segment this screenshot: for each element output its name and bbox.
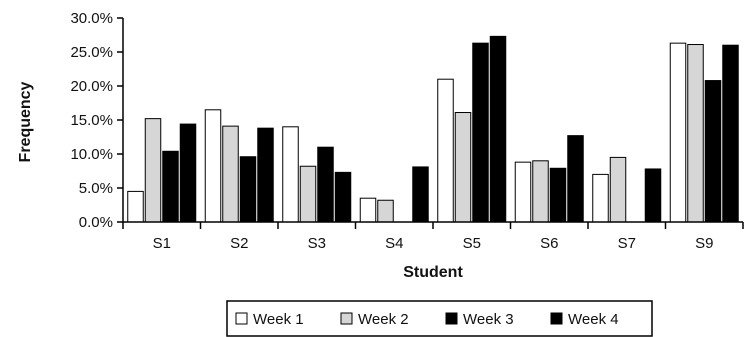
bar-s1-week-1 xyxy=(127,190,144,223)
bar-s3-week-2 xyxy=(299,165,317,223)
legend-label-week-2: Week 2 xyxy=(358,311,409,328)
bar-s3-week-3 xyxy=(317,146,334,223)
x-axis-title: Student xyxy=(403,264,463,281)
legend-swatch-week-2 xyxy=(340,312,353,325)
y-tick-label: 20.0% xyxy=(70,78,113,95)
y-tick-label: 0.0% xyxy=(79,214,113,231)
bar-s3-week-4 xyxy=(334,171,352,223)
y-tick-label: 10.0% xyxy=(70,146,113,163)
legend-label-week-1: Week 1 xyxy=(253,311,304,328)
bar-s9-week-4 xyxy=(722,44,739,223)
legend-box xyxy=(226,300,653,337)
bar-s1-week-2 xyxy=(144,118,162,223)
legend-swatch-week-1 xyxy=(235,312,248,325)
x-tick-label: S6 xyxy=(540,235,558,252)
y-axis-ticks: 0.0% 5.0% 10.0% 15.0% 20.0% 25.0% 30.0% xyxy=(70,10,123,231)
legend-swatch-week-4 xyxy=(550,312,563,325)
x-tick-label: S1 xyxy=(153,235,171,252)
bar-s3-week-1 xyxy=(282,126,299,223)
bar-s9-week-2 xyxy=(687,44,704,223)
legend-swatch-week-3 xyxy=(445,312,458,325)
bar-s2-week-4 xyxy=(257,127,274,223)
bar-s2-week-3 xyxy=(239,156,257,223)
bar-s9-week-1 xyxy=(669,42,687,223)
x-tick-label: S4 xyxy=(385,235,403,252)
x-tick-label: S2 xyxy=(230,235,248,252)
legend-label-week-4: Week 4 xyxy=(568,311,619,328)
x-tick-label: S5 xyxy=(463,235,481,252)
x-tick-label: S9 xyxy=(695,235,713,252)
y-tick-label: 25.0% xyxy=(70,44,113,61)
bar-s6-week-1 xyxy=(514,161,532,223)
bar-s6-week-4 xyxy=(567,135,584,223)
bar-s5-week-2 xyxy=(454,112,472,223)
bar-s7-week-2 xyxy=(609,156,627,223)
bar-s7-week-1 xyxy=(592,173,609,223)
bar-s5-week-3 xyxy=(472,42,489,223)
bar-s2-week-2 xyxy=(222,125,239,223)
y-tick-label: 5.0% xyxy=(79,180,113,197)
bar-s5-week-1 xyxy=(437,78,454,223)
bar-s4-week-4 xyxy=(412,166,429,223)
bar-s5-week-4 xyxy=(489,35,507,223)
legend: Week 1 Week 2 Week 3 Week 4 xyxy=(226,300,653,337)
x-tick-label: S3 xyxy=(308,235,326,252)
bar-s7-week-4 xyxy=(644,168,662,223)
bar-s9-week-3 xyxy=(704,80,722,223)
bar-s1-week-4 xyxy=(179,123,197,223)
bar-s6-week-3 xyxy=(549,167,567,223)
axes xyxy=(122,18,744,229)
y-tick-label: 30.0% xyxy=(70,10,113,27)
legend-label-week-3: Week 3 xyxy=(463,311,514,328)
bar-s6-week-2 xyxy=(532,160,549,223)
bar-s2-week-1 xyxy=(204,109,222,223)
x-axis-labels: S1 S2 S3 S4 S5 S6 S7 S9 xyxy=(153,235,714,252)
x-tick-label: S7 xyxy=(618,235,636,252)
bar-s1-week-3 xyxy=(162,150,179,223)
bars xyxy=(127,35,739,223)
bar-s4-week-1 xyxy=(359,197,377,223)
y-tick-label: 15.0% xyxy=(70,112,113,129)
y-axis-title: Frequency xyxy=(17,81,34,162)
bar-s4-week-2 xyxy=(377,199,394,223)
